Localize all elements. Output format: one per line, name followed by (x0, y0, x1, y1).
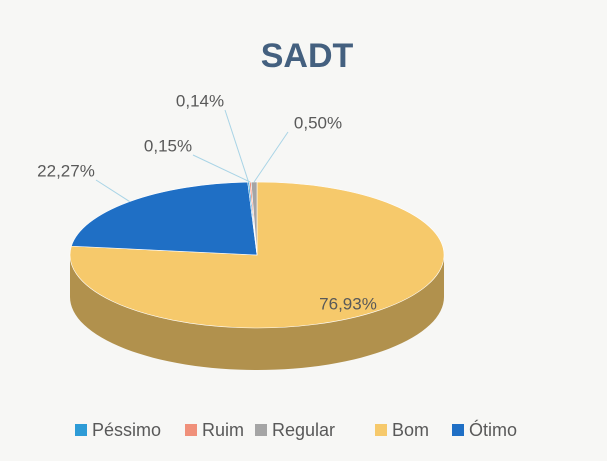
leader-line (224, 109, 250, 183)
legend-swatch (255, 424, 267, 436)
data-label: 0,50% (294, 113, 342, 132)
legend-label: Péssimo (92, 420, 161, 440)
leader-line (95, 179, 130, 202)
legend-label: Ruim (202, 420, 244, 440)
data-label: 76,93% (319, 294, 377, 313)
legend-swatch (375, 424, 387, 436)
legend-swatch (75, 424, 87, 436)
legend-swatch (452, 424, 464, 436)
pie-slice (70, 181, 258, 256)
legend-label: Bom (392, 420, 429, 440)
legend-label: Regular (272, 420, 335, 440)
pie-side (70, 255, 444, 370)
legend-swatch (185, 424, 197, 436)
data-label: 22,27% (37, 161, 95, 180)
data-label: 0,15% (144, 136, 192, 155)
data-label: 0,14% (176, 91, 224, 110)
chart-title: SADT (261, 37, 354, 75)
leader-line (192, 154, 251, 183)
legend-label: Ótimo (469, 419, 517, 440)
leader-line (253, 131, 289, 183)
